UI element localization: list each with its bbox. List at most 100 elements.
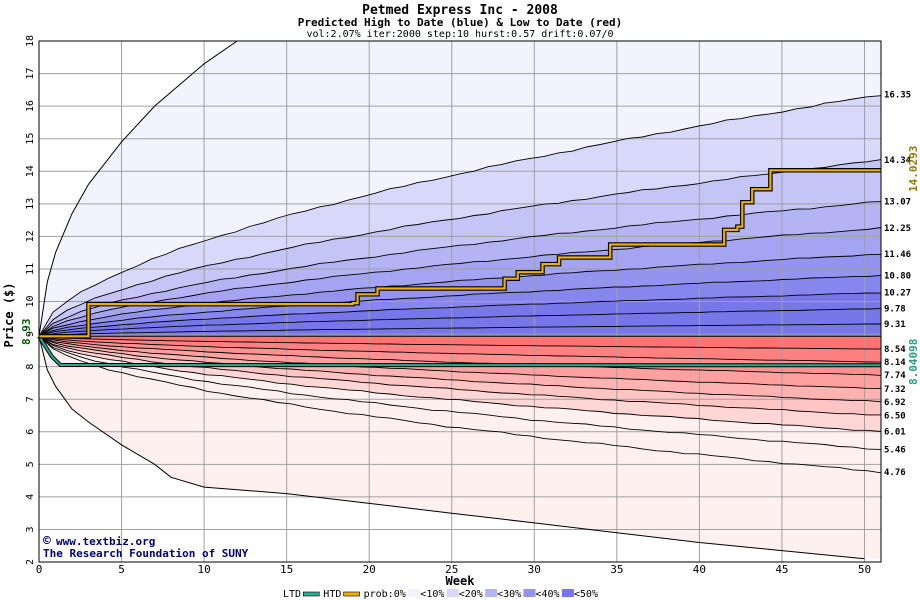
plot-frame xyxy=(38,40,882,563)
band-end-label: 7.74 xyxy=(884,371,906,381)
legend-swatch xyxy=(523,589,536,597)
x-tick-label: 40 xyxy=(693,563,706,576)
band-fill xyxy=(39,201,881,337)
band-end-label: 8.54 xyxy=(884,345,906,355)
lower-envelope-line xyxy=(38,336,865,560)
band-end-label: 6.92 xyxy=(884,398,906,408)
y-tick-label: 15 xyxy=(25,133,36,145)
band-end-label: 6.50 xyxy=(884,411,906,421)
band-line xyxy=(38,253,882,337)
envelope-lines xyxy=(38,40,865,560)
y-tick-label: 6 xyxy=(25,429,36,435)
band-fill xyxy=(39,308,881,337)
y-tick-labels: 2 3 4 5 6 7 8 9 10 11 12 13 14 15 16 17 18 xyxy=(25,35,36,565)
band-fill xyxy=(39,336,881,402)
credit-website: www.textbiz.org xyxy=(56,535,155,548)
y-tick-label: 16 xyxy=(25,100,36,112)
band-end-labels: 16.35 14.34 13.07 12.25 11.46 10.80 10.27 9.78 9… xyxy=(884,91,912,478)
y-tick-label: 13 xyxy=(25,198,36,210)
band-line xyxy=(38,335,882,450)
band-fill xyxy=(39,336,881,559)
x-tick-labels: 0 5 10 15 20 25 30 35 40 45 50 xyxy=(36,563,871,576)
y-axis-label: Price ($) xyxy=(2,282,16,347)
band-line xyxy=(38,335,882,390)
x-tick-label: 5 xyxy=(118,563,125,576)
band-end-label: 5.46 xyxy=(884,445,906,455)
grid xyxy=(38,40,881,563)
x-tick-label: 20 xyxy=(363,563,376,576)
band-line xyxy=(38,335,882,432)
y-tick-label: 14 xyxy=(25,165,36,177)
x-tick-label: 25 xyxy=(445,563,458,576)
band-end-label: 16.35 xyxy=(884,91,911,101)
legend-label: <50% xyxy=(574,589,598,600)
legend-label: <20% xyxy=(459,589,483,600)
band-lines xyxy=(38,95,882,474)
y-tick-label: 8 xyxy=(25,364,36,370)
legend-swatch xyxy=(446,589,459,597)
band-line xyxy=(38,227,882,337)
y-tick-label: 18 xyxy=(25,35,36,47)
band-fill xyxy=(39,336,881,473)
legend: LTD HTD prob:0% <10% <20% <30% <40% <50% xyxy=(283,589,598,600)
legend-label: LTD xyxy=(283,589,301,600)
band-line xyxy=(38,335,882,363)
chart-params: vol:2.07% iter:2000 step:10 hurst:0.57 d… xyxy=(306,29,613,40)
band-fill xyxy=(39,336,881,363)
band-end-label: 13.07 xyxy=(884,198,911,208)
band-fill xyxy=(39,336,881,415)
legend-label: <30% xyxy=(497,589,521,600)
legend-swatch xyxy=(408,589,421,597)
x-tick-label: 45 xyxy=(775,563,788,576)
legend-label: prob:0% xyxy=(364,589,406,600)
band-line xyxy=(38,292,882,337)
x-tick-label: 30 xyxy=(528,563,541,576)
band-fill xyxy=(39,275,881,337)
y-tick-label: 4 xyxy=(25,494,36,500)
y-tick-label: 5 xyxy=(25,461,36,467)
htd-end-label: 14.0293 xyxy=(907,146,920,192)
band-line xyxy=(38,159,882,337)
credit-organization: The Research Foundation of SUNY xyxy=(43,547,249,560)
band-end-label: 10.27 xyxy=(884,289,911,299)
y-tick-label: 12 xyxy=(25,230,36,242)
x-tick-label: 10 xyxy=(197,563,210,576)
band-line xyxy=(38,335,882,350)
x-axis-label: Week xyxy=(446,574,476,588)
ltd-end-label: 8.04098 xyxy=(907,339,920,385)
x-tick-label: 50 xyxy=(858,563,871,576)
legend-swatch xyxy=(561,589,574,597)
legend-label: <40% xyxy=(536,589,560,600)
band-end-label: 11.46 xyxy=(884,250,911,260)
x-tick-label: 35 xyxy=(610,563,623,576)
band-fill xyxy=(39,336,881,450)
band-end-label: 9.78 xyxy=(884,305,906,315)
start-price-label: 8.93 xyxy=(20,319,33,346)
band-line xyxy=(38,335,882,403)
x-tick-label: 15 xyxy=(280,563,293,576)
band-line xyxy=(38,335,882,376)
band-fill xyxy=(39,227,881,337)
band-fill xyxy=(39,41,881,337)
band-line xyxy=(38,335,882,474)
y-tick-label: 7 xyxy=(25,396,36,402)
chart-subtitle: Predicted High to Date (blue) & Low to D… xyxy=(298,16,623,29)
band-end-label: 8.14 xyxy=(884,358,906,368)
band-fill xyxy=(39,95,881,337)
band-line xyxy=(38,308,882,337)
y-tick-label: 17 xyxy=(25,68,36,80)
series-lines xyxy=(37,168,882,368)
y-tick-label: 11 xyxy=(25,263,36,275)
htd-line xyxy=(39,169,881,338)
band-end-label: 6.01 xyxy=(884,427,906,437)
band-line xyxy=(38,323,881,337)
y-tick-label: 10 xyxy=(25,295,36,307)
ltd-line xyxy=(38,335,882,367)
band-end-label: 4.76 xyxy=(884,468,906,478)
legend-swatch xyxy=(343,591,360,597)
band-line xyxy=(38,95,882,337)
band-fill xyxy=(39,324,881,337)
chart-title: Petmed Express Inc - 2008 xyxy=(362,3,558,18)
band-end-label: 10.80 xyxy=(884,271,911,281)
